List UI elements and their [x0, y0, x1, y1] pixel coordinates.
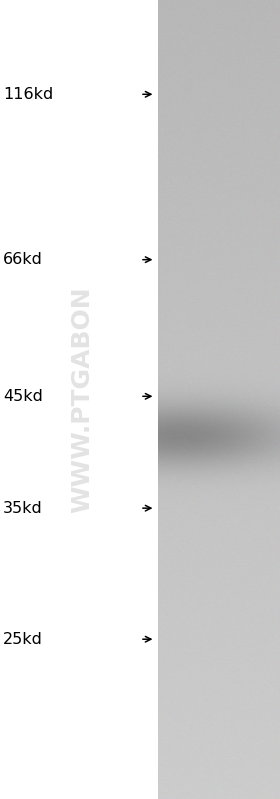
Text: 116kd: 116kd: [3, 87, 53, 101]
Text: WWW.PTGABON: WWW.PTGABON: [71, 286, 95, 513]
Text: 35kd: 35kd: [3, 501, 43, 515]
Text: 45kd: 45kd: [3, 389, 43, 403]
Text: 66kd: 66kd: [3, 252, 43, 267]
Text: 25kd: 25kd: [3, 632, 43, 646]
